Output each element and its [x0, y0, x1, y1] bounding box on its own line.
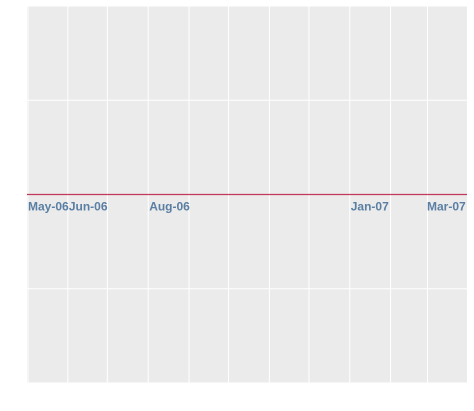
x-tick-label: Mar-07 [427, 200, 466, 214]
x-tick-label: Jan-07 [351, 200, 389, 214]
x-tick-label: Jun-06 [69, 200, 108, 214]
x-tick-label: May-06 [28, 200, 69, 214]
x-tick-label: Aug-06 [149, 200, 190, 214]
x-tick-labels: May-06 Jun-06 Aug-06 Jan-07 Mar-07 [28, 200, 466, 214]
